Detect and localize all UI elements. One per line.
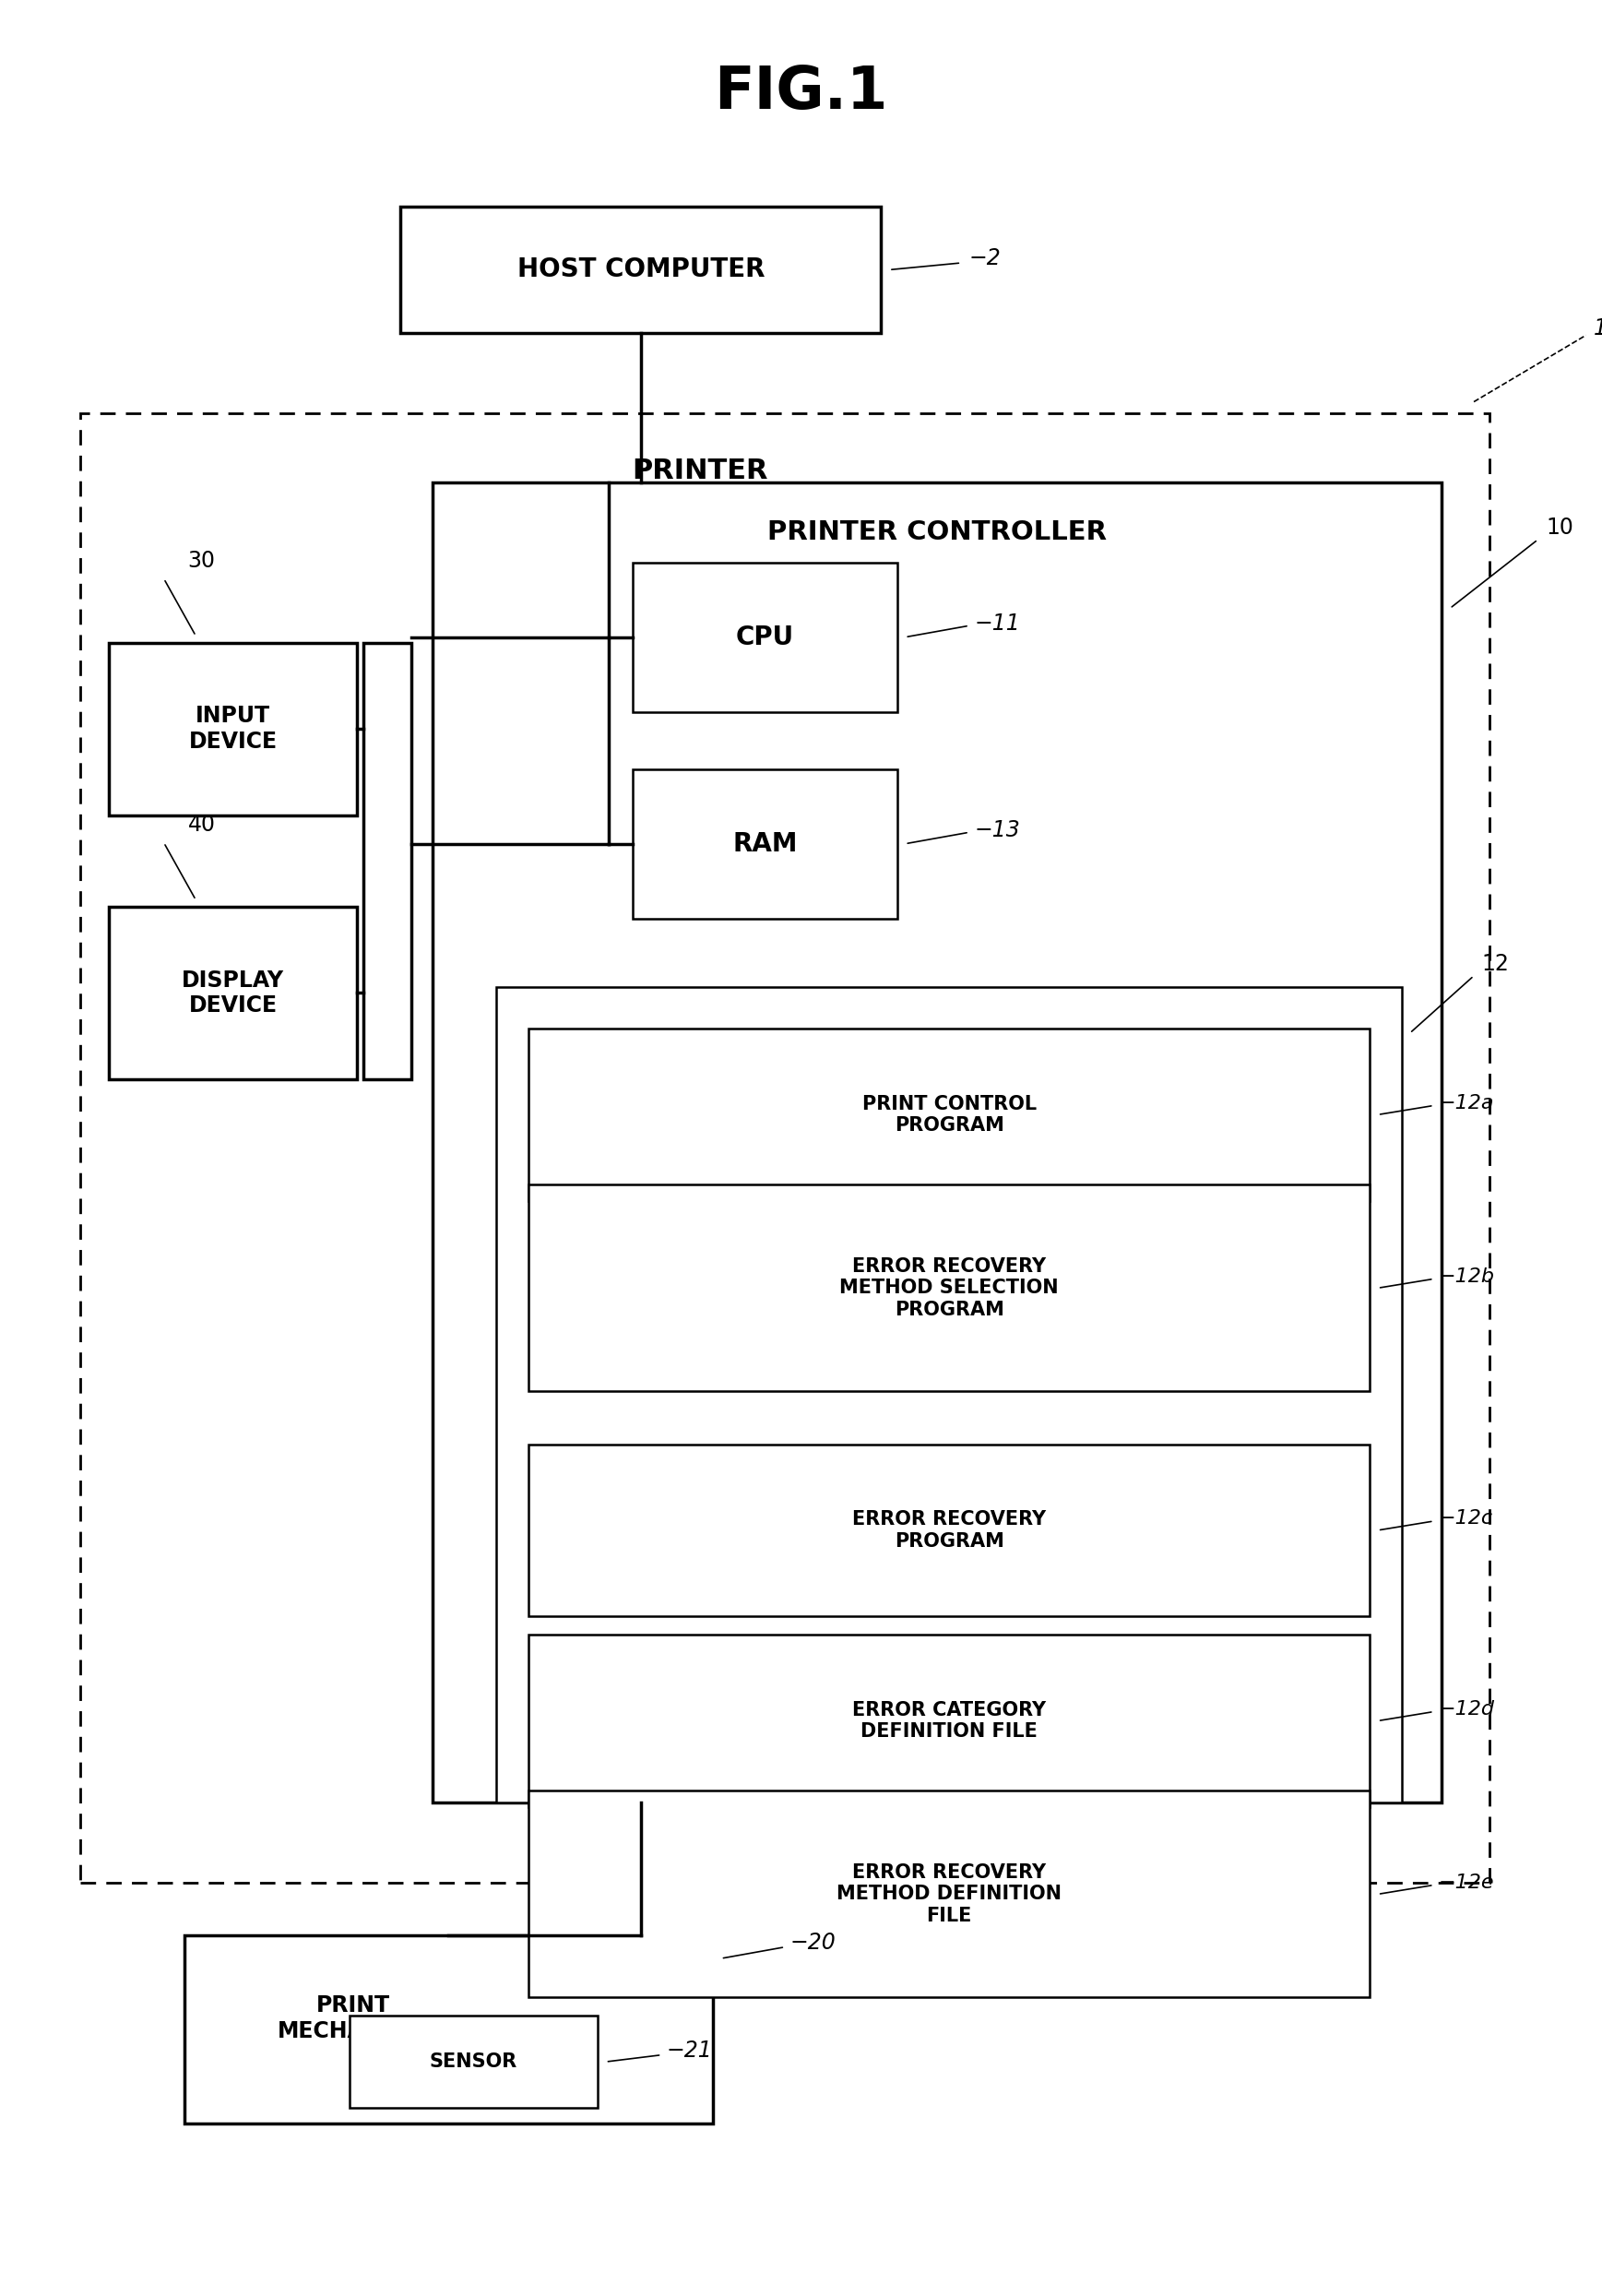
Text: 1: 1 [1594, 317, 1602, 340]
Text: 40: 40 [187, 813, 216, 836]
Bar [400, 207, 881, 333]
Text: ERROR RECOVERY
METHOD DEFINITION
FILE: ERROR RECOVERY METHOD DEFINITION FILE [836, 1864, 1062, 1924]
Text: −12e: −12e [1439, 1874, 1495, 1892]
Text: 30: 30 [187, 549, 216, 572]
Text: 10: 10 [1546, 517, 1573, 540]
Bar [633, 769, 897, 918]
Text: PRINTER CONTROLLER: PRINTER CONTROLLER [767, 519, 1107, 546]
Text: SENSOR: SENSOR [429, 2053, 517, 2071]
Bar [109, 643, 357, 815]
Text: PRINT
MECHANISM: PRINT MECHANISM [277, 1995, 429, 2041]
Text: FIG.1: FIG.1 [714, 64, 888, 119]
Bar [529, 1444, 1370, 1616]
Bar [529, 1185, 1370, 1391]
Text: −21: −21 [666, 2039, 713, 2062]
Bar [633, 563, 897, 712]
Text: CPU: CPU [735, 625, 795, 650]
Bar [184, 1936, 713, 2124]
Text: −12c: −12c [1439, 1508, 1493, 1529]
Bar [80, 413, 1490, 1883]
Text: INPUT
DEVICE: INPUT DEVICE [189, 705, 277, 753]
Bar [349, 2016, 598, 2108]
Text: −2: −2 [969, 248, 1001, 269]
Text: −13: −13 [974, 820, 1020, 840]
Text: HOST COMPUTER: HOST COMPUTER [517, 257, 764, 282]
Text: 12: 12 [1482, 953, 1509, 976]
Bar [529, 1791, 1370, 1998]
Text: −12b: −12b [1439, 1267, 1495, 1286]
Text: ERROR RECOVERY
PROGRAM: ERROR RECOVERY PROGRAM [852, 1511, 1046, 1550]
Text: PRINT CONTROL
PROGRAM: PRINT CONTROL PROGRAM [862, 1095, 1036, 1134]
Text: RAM: RAM [732, 831, 798, 856]
Text: −11: −11 [974, 613, 1020, 634]
Text: PRINTER: PRINTER [633, 457, 769, 484]
Text: −20: −20 [790, 1931, 836, 1954]
Bar [433, 482, 1442, 1802]
Bar [529, 1029, 1370, 1201]
Text: −12a: −12a [1439, 1093, 1495, 1114]
Bar [364, 643, 412, 1079]
Text: DISPLAY
DEVICE: DISPLAY DEVICE [183, 969, 284, 1017]
Text: ERROR CATEGORY
DEFINITION FILE: ERROR CATEGORY DEFINITION FILE [852, 1701, 1046, 1740]
Text: −12d: −12d [1439, 1699, 1495, 1720]
Bar [109, 907, 357, 1079]
Text: ERROR RECOVERY
METHOD SELECTION
PROGRAM: ERROR RECOVERY METHOD SELECTION PROGRAM [839, 1258, 1059, 1318]
Bar [529, 1635, 1370, 1807]
Bar [497, 987, 1402, 1802]
